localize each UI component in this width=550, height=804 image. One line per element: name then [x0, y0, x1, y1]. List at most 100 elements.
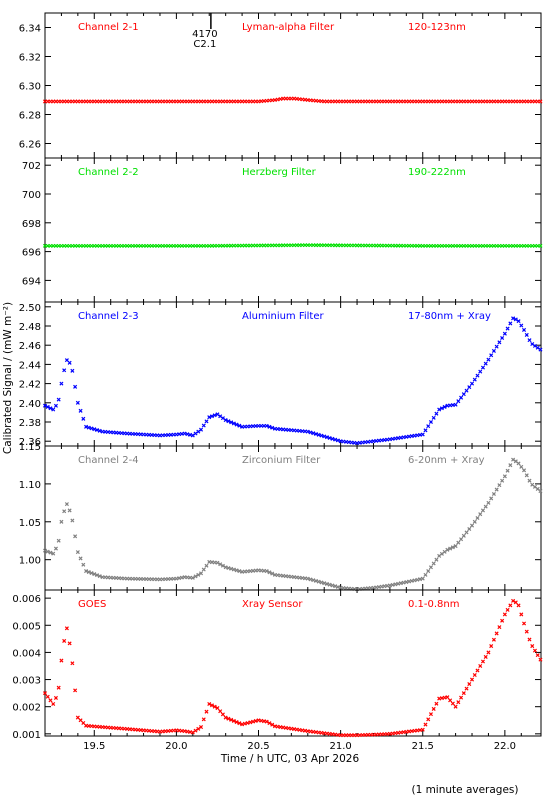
data-point — [489, 496, 494, 501]
data-point — [56, 397, 61, 402]
data-point — [234, 422, 239, 427]
y-tick-label: 0.001 — [12, 730, 41, 741]
data-point — [434, 411, 439, 416]
data-point — [62, 509, 67, 514]
chart-panel-goes: 0.001 0.002 0.003 0.004 0.005 0.006 19.5 20.0 20… — [12, 589, 543, 752]
data-point — [426, 717, 431, 722]
data-point — [223, 418, 228, 423]
data-point — [450, 701, 455, 706]
data-point — [42, 548, 48, 553]
y-tick-label: 702 — [22, 161, 41, 172]
data-point — [516, 319, 521, 324]
data-point — [97, 428, 102, 433]
y-tick-label: 1.00 — [19, 556, 41, 567]
data-point — [92, 427, 97, 432]
data-point — [267, 570, 272, 575]
data-point — [64, 358, 69, 363]
data-point — [442, 404, 447, 409]
data-point — [538, 99, 543, 104]
data-point — [335, 438, 340, 443]
data-point — [494, 631, 499, 636]
data-point — [393, 582, 398, 587]
data-point — [445, 695, 450, 700]
data-point — [387, 583, 392, 588]
y-tick-label: 2.36 — [19, 437, 41, 448]
y-tick-label: 696 — [22, 248, 41, 259]
y-tick-label: 2.40 — [19, 399, 41, 410]
data-point — [407, 579, 412, 584]
data-point — [212, 704, 217, 709]
data-point — [316, 432, 321, 437]
data-point — [73, 688, 78, 693]
data-point — [86, 425, 91, 430]
data-point — [437, 407, 442, 412]
data-point — [316, 579, 321, 584]
data-point — [472, 519, 477, 524]
data-point — [59, 519, 64, 524]
y-tick-label: 1.10 — [19, 480, 41, 491]
data-point — [223, 715, 228, 720]
data-point — [404, 580, 409, 585]
data-point — [513, 600, 518, 605]
data-point — [229, 717, 234, 722]
panel-frame — [44, 301, 542, 447]
panel-label: Channel 2-1 — [78, 22, 139, 33]
data-point — [398, 581, 403, 586]
data-point — [461, 533, 466, 538]
data-point — [45, 694, 50, 699]
data-point — [196, 572, 201, 577]
y-tick-label: 698 — [22, 219, 41, 230]
data-point — [475, 515, 480, 521]
data-point — [234, 568, 239, 573]
data-point — [491, 491, 496, 497]
data-point — [527, 478, 532, 483]
data-point — [94, 427, 100, 433]
flare-marker-label: 4170 — [192, 29, 217, 40]
data-point — [478, 512, 483, 517]
data-point — [251, 719, 256, 724]
data-point — [431, 706, 436, 711]
data-point — [467, 682, 472, 687]
data-point — [231, 567, 236, 572]
data-point — [201, 423, 206, 428]
data-point — [234, 720, 239, 725]
data-point — [193, 728, 198, 733]
panel-label: Herzberg Filter — [242, 167, 317, 178]
x-tick-label: 22.0 — [494, 741, 516, 752]
footnote: (1 minute averages) — [411, 784, 518, 796]
data-point — [220, 712, 225, 717]
data-point — [530, 342, 535, 347]
data-point — [311, 431, 316, 436]
data-point — [42, 691, 48, 696]
data-point — [92, 572, 97, 577]
chart-panel-channel-2-1: 6.26 6.28 6.30 6.32 6.34 Channel 2-1 Lyman-alp… — [19, 12, 543, 159]
data-point — [502, 331, 507, 336]
data-point — [226, 716, 231, 721]
data-point — [497, 625, 502, 630]
data-point — [242, 721, 247, 726]
data-point — [308, 430, 313, 435]
data-point — [67, 641, 72, 646]
data-point — [475, 373, 480, 378]
data-point — [434, 557, 439, 562]
data-point — [48, 406, 53, 411]
panel-label: Channel 2-3 — [78, 311, 139, 322]
chart-panel-channel-2-3: 2.36 2.38 2.40 2.42 2.44 2.46 2.48 2.50 Channel … — [19, 301, 543, 448]
data-point — [267, 721, 272, 726]
data-point — [480, 365, 485, 370]
data-point — [500, 335, 505, 341]
data-point — [264, 569, 269, 574]
data-point — [311, 578, 316, 583]
data-point — [322, 581, 327, 586]
panel-label: 6-20nm + Xray — [408, 455, 485, 466]
data-point — [62, 368, 67, 373]
data-point — [491, 348, 496, 353]
data-point — [51, 407, 56, 412]
data-point — [313, 431, 319, 437]
data-point — [78, 718, 83, 723]
y-tick-label: 1.05 — [19, 518, 41, 529]
data-point — [456, 540, 461, 545]
data-point — [226, 565, 231, 571]
data-point — [401, 580, 406, 585]
